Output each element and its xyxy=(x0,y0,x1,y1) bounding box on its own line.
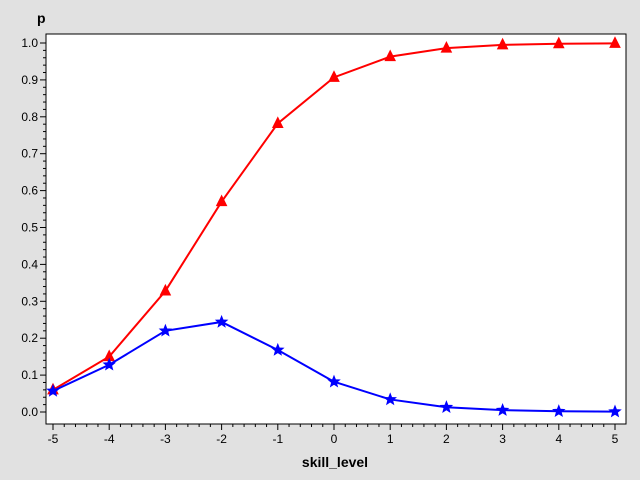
triangle-marker xyxy=(552,36,565,49)
triangle-marker xyxy=(384,49,397,62)
x-tick-label: -1 xyxy=(272,432,283,446)
star-marker xyxy=(383,392,397,406)
x-tick-label: 3 xyxy=(499,432,506,446)
x-tick-label: 0 xyxy=(331,432,338,446)
star-marker xyxy=(102,357,116,371)
triangle-marker xyxy=(609,36,621,48)
y-tick-label: 0.6 xyxy=(21,184,38,198)
axes: -5 -4 -3 -2 -1 0 1 2 3 4 5 0.0 0.1 0.2 0.3 0.4 0.5 0.6 0.7… xyxy=(21,36,618,446)
x-tick-label: 5 xyxy=(612,432,619,446)
star-marker xyxy=(552,404,566,418)
y-tick-label: 0.5 xyxy=(21,221,38,235)
y-tick-label: 0.4 xyxy=(21,257,38,271)
y-tick-label: 0.9 xyxy=(21,73,38,87)
y-tick-label: 0.2 xyxy=(21,331,38,345)
y-tick-label: 1.0 xyxy=(21,36,38,50)
y-tick-label: 0.7 xyxy=(21,147,38,161)
triangle-marker xyxy=(215,194,228,207)
triangle-marker xyxy=(496,37,509,50)
x-tick-label: 2 xyxy=(443,432,450,446)
y-tick-label: 0.3 xyxy=(21,294,38,308)
star-marker xyxy=(214,314,229,328)
series-group xyxy=(46,36,622,418)
y-axis-title: p xyxy=(37,10,46,26)
x-tick-label: -4 xyxy=(104,432,115,446)
y-tick-label: 0.0 xyxy=(21,405,38,419)
x-tick-label: -2 xyxy=(216,432,227,446)
y-tick-label: 0.8 xyxy=(21,110,38,124)
y-tick-label: 0.1 xyxy=(21,368,38,382)
star-marker xyxy=(495,403,510,416)
triangle-marker xyxy=(271,116,284,128)
x-tick-label: 4 xyxy=(555,432,562,446)
star-marker xyxy=(327,374,341,388)
x-tick-label: -5 xyxy=(48,432,59,446)
plot-area xyxy=(45,33,627,425)
triangle-marker xyxy=(328,70,340,82)
triangle-marker xyxy=(440,41,453,53)
series-1 xyxy=(47,36,621,395)
series-2 xyxy=(46,314,622,418)
x-tick-label: -3 xyxy=(160,432,171,446)
star-marker xyxy=(271,342,285,356)
star-marker xyxy=(158,323,173,337)
star-marker xyxy=(439,400,454,413)
star-marker xyxy=(608,404,622,418)
x-axis-title: skill_level xyxy=(302,454,368,470)
star-marker xyxy=(46,383,60,397)
x-tick-label: 1 xyxy=(387,432,394,446)
triangle-marker xyxy=(159,283,172,296)
